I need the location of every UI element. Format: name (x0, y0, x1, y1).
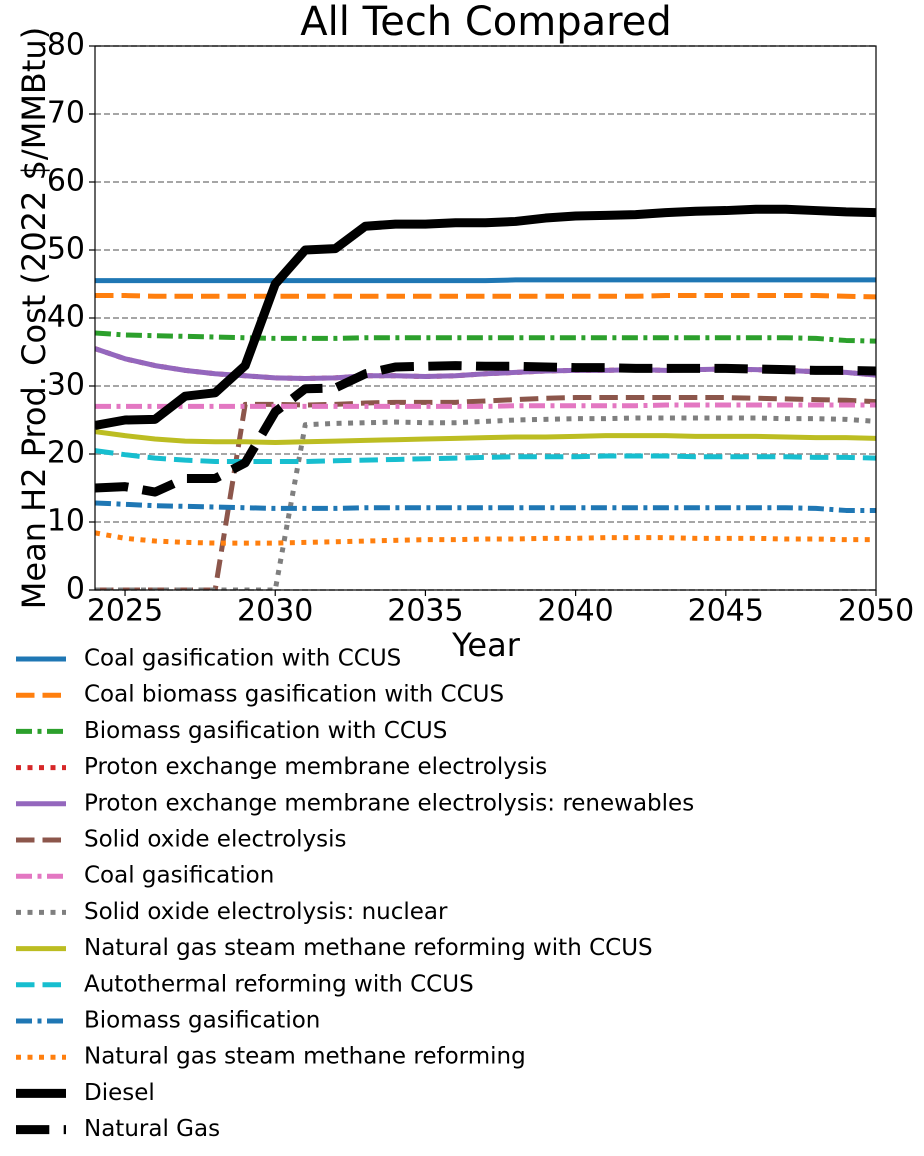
x-tick-label: 2035 (387, 594, 463, 629)
x-tick-label: 2030 (237, 594, 313, 629)
x-tick-label: 2050 (838, 594, 914, 629)
legend-label: Natural gas steam methane reforming (84, 1044, 526, 1070)
y-axis-label: Mean H2 Prod. Cost (2022 $/MMBtu) (15, 27, 53, 609)
x-axis-label: Year (451, 626, 521, 664)
legend-label: Solid oxide electrolysis: nuclear (84, 899, 448, 925)
x-tick-label: 2045 (688, 594, 764, 629)
series-line (95, 361, 876, 497)
y-tick-label: 80 (47, 28, 85, 63)
legend-label: Diesel (84, 1080, 155, 1106)
legend: Coal gasification with CCUS Coal biomass … (16, 646, 694, 1142)
series-line (95, 204, 876, 430)
y-tick-label: 10 (47, 504, 85, 539)
legend-label: Autothermal reforming with CCUS (84, 971, 474, 997)
series-line (95, 448, 876, 464)
legend-label: Coal gasification (84, 863, 274, 889)
legend-label: Coal biomass gasification with CCUS (84, 682, 504, 708)
series-line (95, 277, 876, 284)
y-tick-label: 60 (47, 164, 85, 199)
chart-title: All Tech Compared (300, 0, 671, 45)
y-tick-label: 40 (47, 300, 85, 335)
legend-label: Natural gas steam methane reforming with… (84, 935, 653, 961)
y-tick-label: 70 (47, 96, 85, 131)
y-tick-label: 50 (47, 232, 85, 267)
legend-label: Natural Gas (84, 1116, 220, 1142)
series-line (95, 293, 876, 300)
plot-lines (95, 204, 876, 590)
series-line (95, 429, 876, 445)
series-line (95, 402, 876, 409)
y-tick-label: 20 (47, 436, 85, 471)
legend-label: Solid oxide electrolysis (84, 827, 347, 853)
legend-label: Biomass gasification (84, 1008, 320, 1034)
legend-label: Coal gasification with CCUS (84, 646, 401, 672)
y-tick-label: 0 (66, 572, 85, 607)
y-tick-label: 30 (47, 368, 85, 403)
series-line (95, 530, 876, 546)
series-line (95, 500, 876, 513)
x-tick-label: 2025 (87, 594, 163, 629)
legend-label: Biomass gasification with CCUS (84, 718, 447, 744)
x-tick-label: 2040 (537, 594, 613, 629)
legend-label: Proton exchange membrane electrolysis (84, 754, 547, 780)
series-line (95, 395, 876, 590)
series-line (95, 330, 876, 344)
legend-label: Proton exchange membrane electrolysis: r… (84, 790, 694, 816)
